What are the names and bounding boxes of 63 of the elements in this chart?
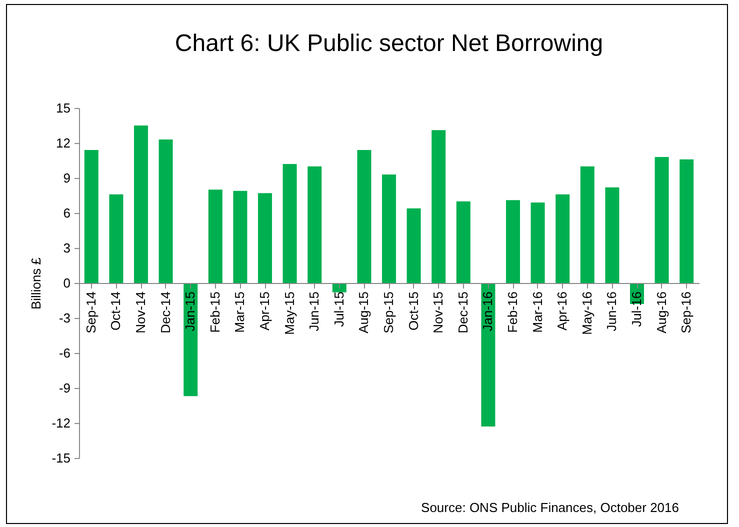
y-tick-label: -15 [52, 450, 70, 466]
bar [134, 126, 148, 283]
bar [258, 193, 272, 283]
source-note: Source: ONS Public Finances, October 2016 [421, 500, 679, 515]
x-tick-label: May-16 [579, 292, 594, 335]
y-tick-label: 15 [56, 100, 70, 116]
x-tick-label: Feb-15 [207, 292, 222, 333]
bar [481, 283, 496, 426]
bar [84, 150, 98, 283]
bar [654, 157, 669, 283]
bar [184, 283, 198, 396]
bar [406, 208, 421, 283]
x-tick-label: Apr-16 [554, 292, 570, 331]
chart-title: Chart 6: UK Public sector Net Borrowing [174, 30, 604, 57]
bar [680, 159, 694, 283]
x-tick-label: Oct-15 [406, 292, 421, 331]
y-tick-label: 3 [63, 240, 70, 256]
x-tick-label: Apr-15 [257, 292, 272, 331]
bar [432, 130, 446, 283]
x-tick-label: Sep-15 [381, 292, 396, 334]
bar [382, 174, 396, 283]
bar [605, 187, 620, 283]
bar [456, 201, 470, 283]
x-tick-label: Mar-15 [232, 292, 248, 333]
x-tick-label: Sep-16 [678, 292, 694, 334]
bar [233, 190, 248, 283]
x-tick-label: Dec-14 [158, 292, 173, 334]
x-tick-label: Sep-14 [83, 292, 98, 334]
x-tick-label: Feb-16 [505, 292, 520, 333]
bar [208, 190, 222, 283]
bar [282, 164, 297, 283]
bar [357, 150, 372, 283]
y-tick-label: -6 [58, 346, 70, 360]
x-tick-label: Jun-15 [306, 292, 322, 332]
x-tick-label: Mar-16 [530, 292, 545, 333]
y-tick-label: 0 [63, 276, 70, 290]
bar [506, 200, 520, 283]
y-axis-title: Billions £ [28, 256, 44, 310]
y-tick-label: 6 [63, 206, 70, 220]
y-tick-label: -9 [58, 380, 70, 396]
y-tick-label: 12 [56, 136, 70, 150]
x-tick-label: Nov-15 [430, 292, 446, 334]
y-tick-label: -12 [52, 416, 70, 430]
bar [308, 166, 322, 283]
x-tick-label: Jan-15 [182, 292, 198, 332]
x-tick-label: May-15 [282, 292, 297, 335]
bar [530, 202, 545, 283]
y-tick-label: 9 [63, 170, 70, 186]
x-tick-label: Jul-16 [629, 292, 644, 327]
x-tick-label: Oct-14 [108, 292, 124, 331]
x-tick-label: Jul-15 [331, 292, 346, 327]
x-tick-label: Aug-15 [356, 292, 372, 334]
x-tick-label: Dec-15 [455, 292, 470, 334]
y-tick-label: -3 [58, 310, 70, 326]
bar [580, 166, 594, 283]
bar [556, 194, 570, 283]
x-tick-label: Nov-14 [133, 292, 148, 334]
bar [109, 194, 124, 283]
bar [158, 140, 173, 283]
bar [332, 283, 346, 292]
x-tick-label: Jun-16 [604, 292, 620, 332]
x-tick-label: Jan-16 [480, 292, 496, 332]
x-tick-label: Aug-16 [654, 292, 669, 334]
